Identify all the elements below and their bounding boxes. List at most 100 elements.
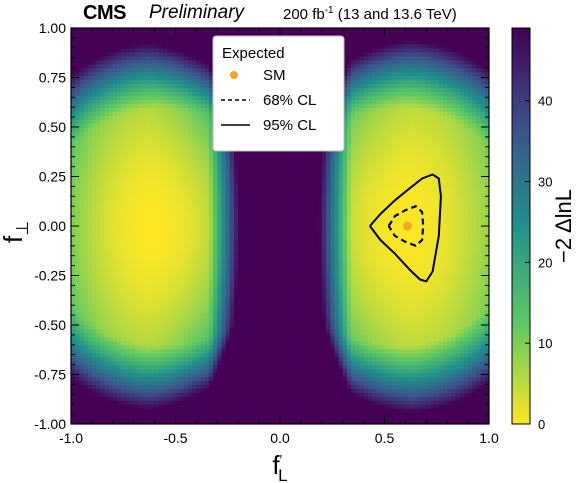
heatmap-cell [108,218,114,223]
heatmap-cell [171,35,177,41]
heatmap-cell [133,202,139,207]
heatmap-cell [246,257,252,263]
heatmap-cell [183,83,189,88]
heatmap-cell [104,28,110,33]
heatmap-cell [225,150,231,156]
heatmap-cell [242,253,248,259]
heatmap-cell [175,416,181,421]
heatmap-cell [179,388,185,393]
heatmap-cell [175,388,181,393]
heatmap-cell [196,47,202,53]
heatmap-cell [137,400,143,405]
heatmap-cell [87,39,93,45]
heatmap-cell [75,396,80,401]
heatmap-cell [171,396,177,401]
heatmap-cell [112,150,118,156]
heatmap-cell [96,241,101,247]
heatmap-cell [267,328,273,334]
heatmap-cell [146,28,152,33]
heatmap-cell [129,309,135,314]
heatmap-cell [71,51,76,57]
heatmap-cell [246,233,252,239]
heatmap-cell [183,237,189,243]
heatmap-cell [154,396,160,401]
heatmap-cell [271,364,277,370]
heatmap-cell [96,368,101,374]
heatmap-cell [259,404,264,409]
heatmap-cell [188,229,193,235]
heatmap-cell [91,71,97,77]
heatmap-cell [154,277,160,283]
heatmap-cell [221,301,227,306]
heatmap-cell [142,43,147,49]
heatmap-cell [238,249,243,255]
heatmap-cell [167,348,172,354]
heatmap-cell [254,170,260,176]
heatmap-cell [150,420,156,424]
heatmap-cell [79,313,85,318]
heatmap-cell [108,360,114,366]
heatmap-cell [104,130,110,136]
heatmap-cell [91,289,97,294]
heatmap-cell [238,301,243,306]
heatmap-cell [96,253,101,259]
heatmap-cell [108,265,114,271]
heatmap-cell [259,233,264,239]
heatmap-cell [208,325,214,330]
heatmap-cell [129,186,135,191]
heatmap-cell [96,408,101,413]
heatmap-cell [75,107,80,112]
heatmap-cell [121,178,126,184]
heatmap-cell [104,384,110,389]
heatmap-cell [71,400,76,405]
heatmap-cell [154,158,160,164]
heatmap-cell [108,170,114,176]
heatmap-cell [192,134,197,140]
heatmap-cell [100,210,106,215]
heatmap-cell [125,233,131,239]
heatmap-cell [79,321,85,326]
heatmap-cell [137,75,143,81]
heatmap-cell [208,43,214,49]
heatmap-cell [71,87,76,92]
heatmap-cell [267,368,273,374]
heatmap-cell [108,71,114,77]
heatmap-cell [129,356,135,362]
heatmap-cell [100,325,106,330]
heatmap-cell [71,301,76,306]
heatmap-cell [91,79,97,85]
heatmap-cell [158,123,164,128]
heatmap-cell [146,404,152,409]
heatmap-cell [71,107,76,112]
heatmap-cell [104,142,110,148]
heatmap-cell [267,241,273,247]
heatmap-cell [87,344,93,350]
heatmap-cell [104,150,110,156]
heatmap-cell [254,229,260,235]
heatmap-cell [217,265,223,271]
heatmap-cell [254,313,260,318]
heatmap-cell [175,404,181,409]
heatmap-cell [208,119,214,124]
heatmap-cell [175,380,181,385]
heatmap-cell [200,127,206,132]
heatmap-cell [242,285,248,290]
heatmap-cell [267,408,273,413]
heatmap-cell [154,289,160,294]
heatmap-cell [213,202,218,207]
heatmap-cell [192,237,197,243]
heatmap-cell [116,91,122,96]
heatmap-cell [162,226,168,231]
heatmap-cell [146,47,152,53]
heatmap-cell [200,43,206,49]
heatmap-cell [137,186,143,191]
heatmap-cell [91,214,97,219]
heatmap-cell [96,233,101,239]
heatmap-cell [150,285,156,290]
heatmap-cell [96,289,101,294]
heatmap-cell [171,392,177,397]
heatmap-cell [213,206,218,211]
heatmap-cell [263,206,269,211]
heatmap-cell [150,79,156,85]
heatmap-cell [234,245,239,251]
